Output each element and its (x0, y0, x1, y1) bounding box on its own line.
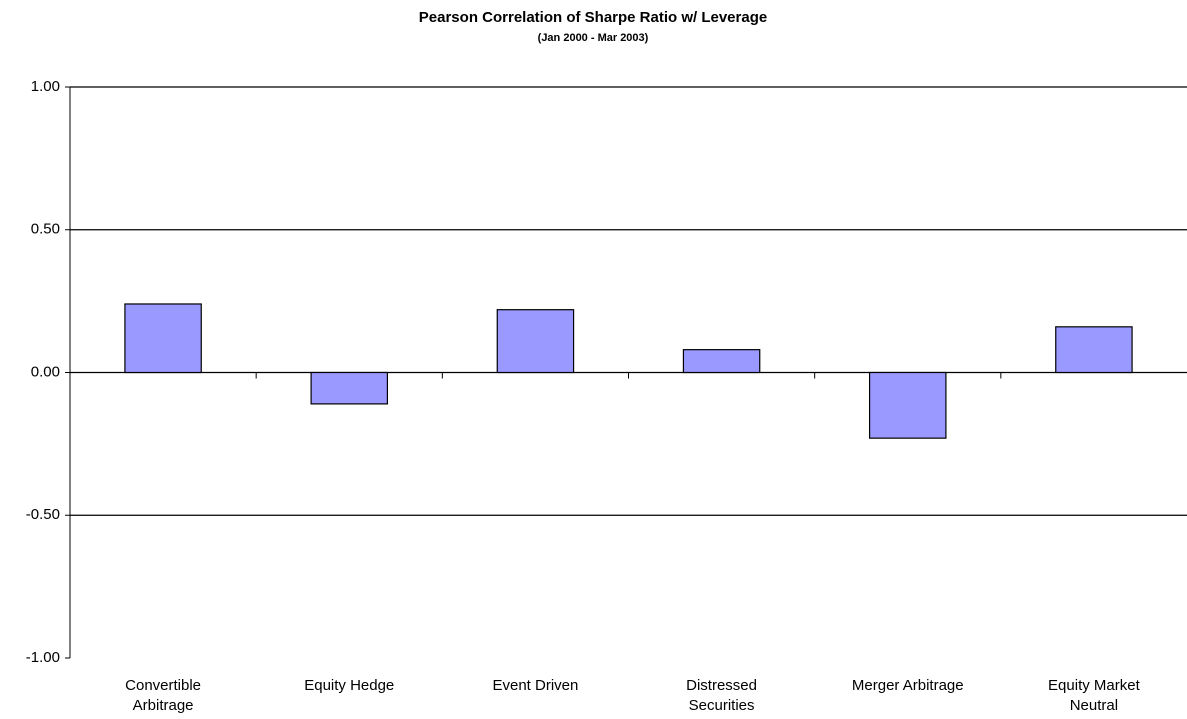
chart-title: Pearson Correlation of Sharpe Ratio w/ L… (419, 9, 767, 26)
bar (682, 349, 761, 374)
x-tick-label: Merger Arbitrage (851, 677, 964, 694)
x-tick-label: Equity Market Neutral (1048, 677, 1140, 714)
y-tick-label: -0.50 (26, 506, 60, 523)
bar (124, 303, 202, 374)
x-tick-label: Distressed Securities (686, 677, 757, 714)
bar (868, 371, 947, 439)
bar (1055, 326, 1133, 374)
y-tick-label: 1.00 (31, 78, 60, 95)
x-tick-label: Equity Hedge (304, 677, 395, 694)
x-tick-label: Event Driven (492, 677, 579, 694)
y-tick-label: -1.00 (26, 649, 60, 666)
y-tick-label: 0.50 (31, 221, 60, 238)
bar (496, 309, 575, 374)
x-tick-label: Convertible Arbitrage (125, 677, 202, 714)
y-tick-label: 0.00 (31, 363, 60, 380)
bar (310, 371, 389, 405)
chart-subtitle: (Jan 2000 - Mar 2003) (538, 32, 649, 44)
